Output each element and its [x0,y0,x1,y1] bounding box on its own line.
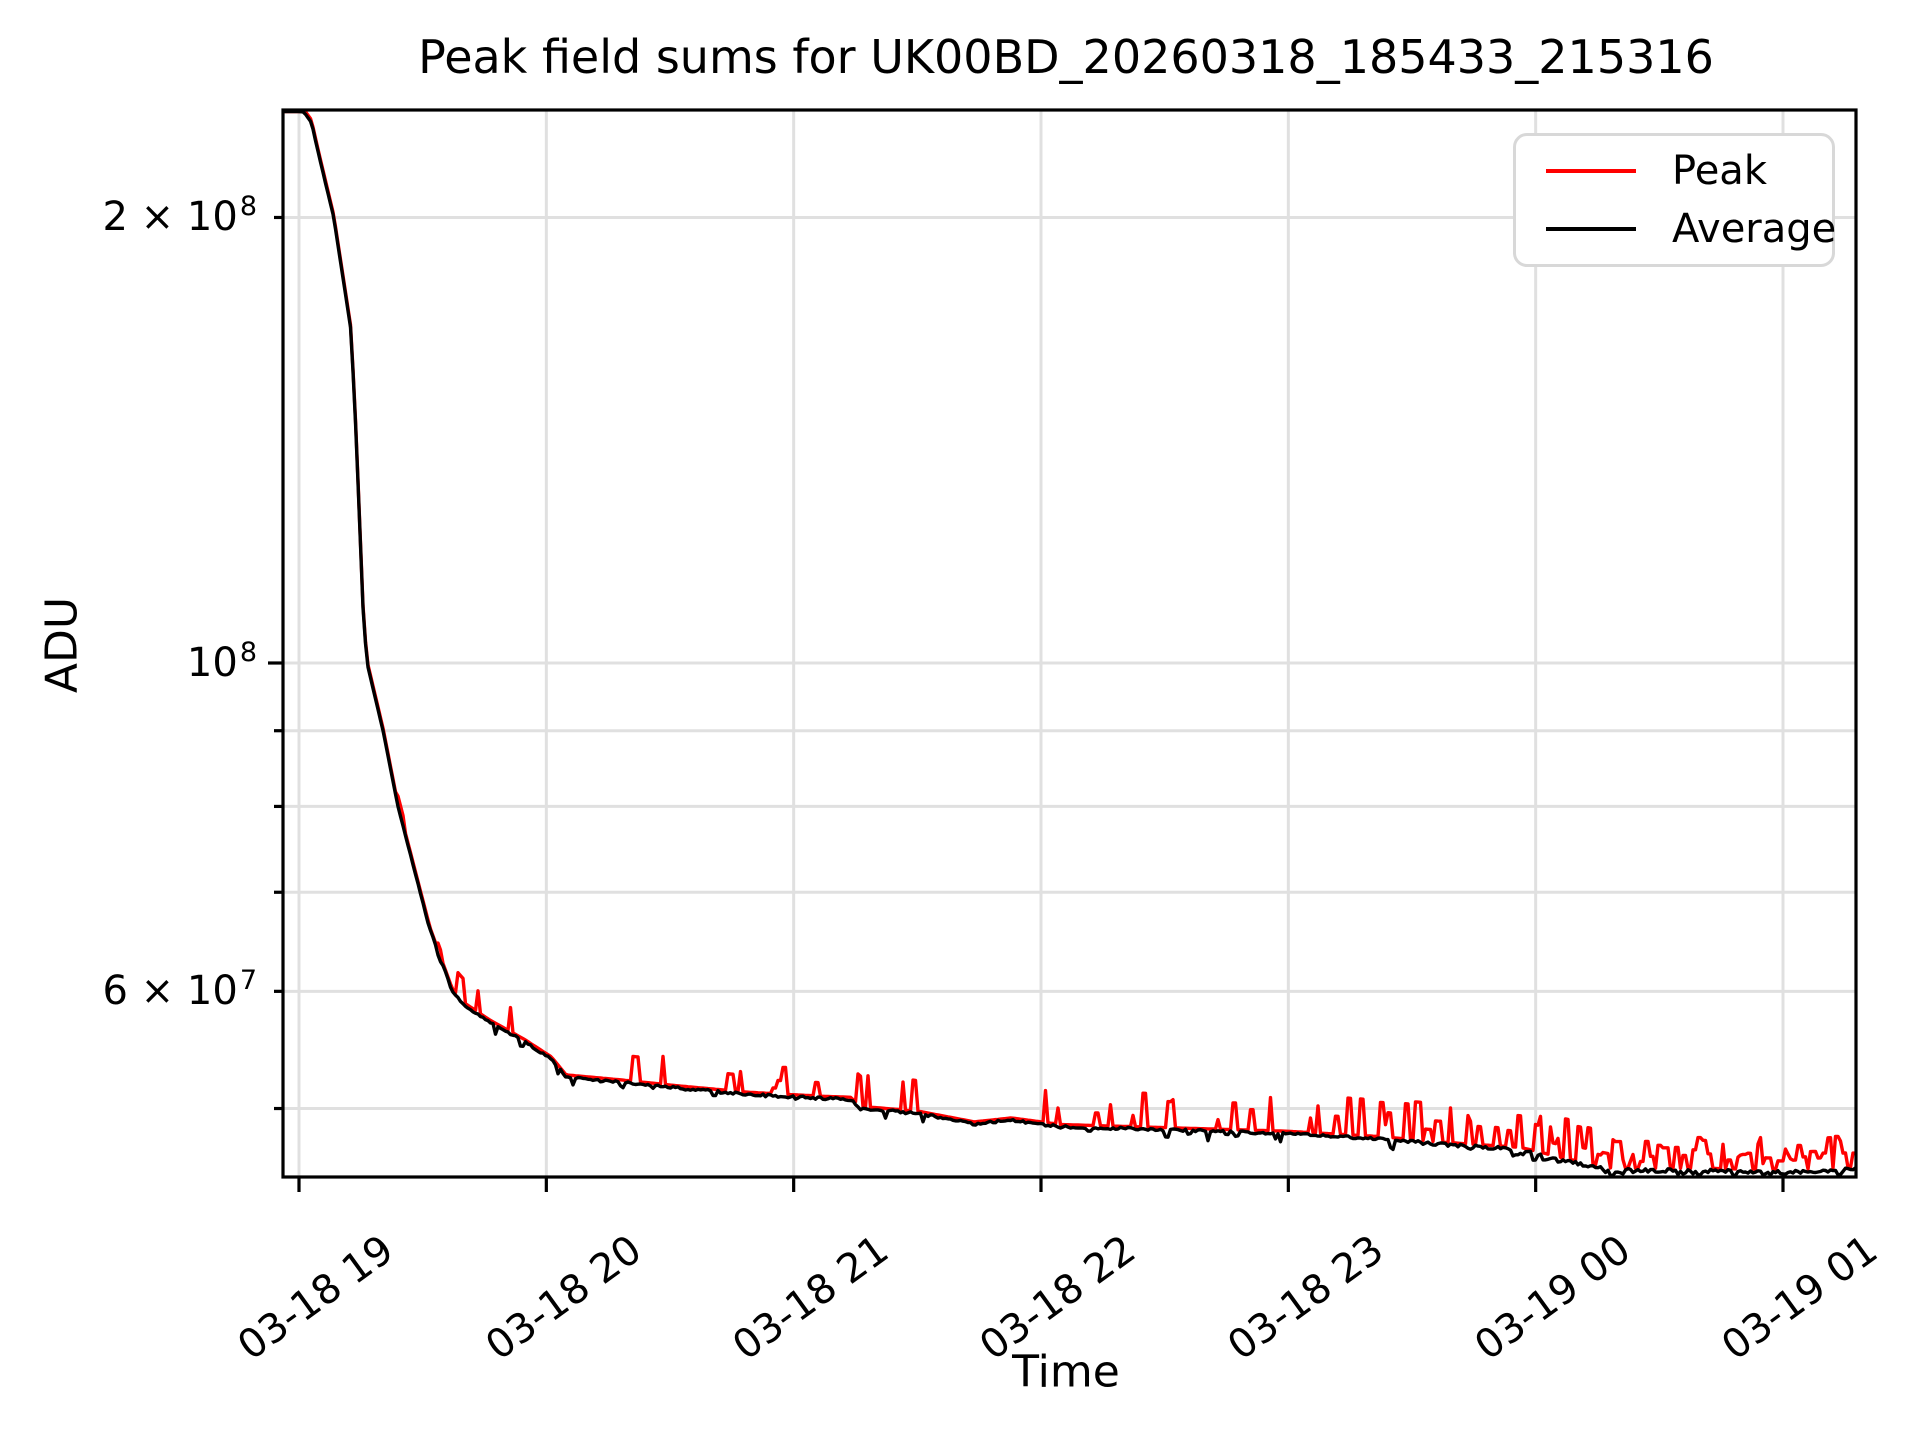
plot-frame [281,108,1858,1179]
legend-row-average: Average [1546,207,1836,251]
x-axis-label: Time [1012,1346,1120,1398]
legend: Peak Average [1513,133,1836,267]
gridlines [283,110,1856,1177]
average-line-swatch [1546,226,1636,231]
legend-row-peak: Peak [1546,149,1832,193]
peak-line-swatch [1546,169,1636,174]
y-tick-label: 2 × 108 [102,191,257,241]
y-tick-label: 108 [186,637,257,686]
tick-marks [268,215,1785,1192]
series-average-line [283,110,1856,1177]
legend-label-peak: Peak [1672,148,1767,195]
series-peak-line [283,110,1856,1172]
legend-label-average: Average [1672,205,1837,252]
chart-title: Peak field sums for UK00BD_20260318_1854… [418,30,1714,84]
y-tick-label: 6 × 107 [102,965,257,1015]
